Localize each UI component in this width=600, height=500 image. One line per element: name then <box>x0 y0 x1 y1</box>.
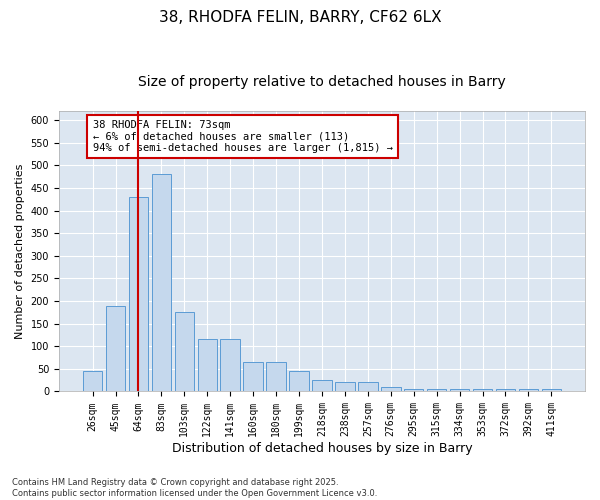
Bar <box>128 197 148 392</box>
Bar <box>450 389 469 392</box>
Text: Contains HM Land Registry data © Crown copyright and database right 2025.
Contai: Contains HM Land Registry data © Crown c… <box>12 478 377 498</box>
Bar <box>244 362 263 392</box>
Y-axis label: Number of detached properties: Number of detached properties <box>15 164 25 339</box>
Bar <box>289 371 309 392</box>
Bar <box>106 306 125 392</box>
Bar <box>427 389 446 392</box>
Title: Size of property relative to detached houses in Barry: Size of property relative to detached ho… <box>138 75 506 89</box>
Bar <box>496 389 515 392</box>
Bar <box>152 174 171 392</box>
Bar <box>473 389 492 392</box>
Bar <box>220 340 240 392</box>
Bar <box>175 312 194 392</box>
Bar <box>312 380 332 392</box>
Bar <box>197 340 217 392</box>
Bar <box>83 371 103 392</box>
Bar <box>335 382 355 392</box>
X-axis label: Distribution of detached houses by size in Barry: Distribution of detached houses by size … <box>172 442 472 455</box>
Bar <box>358 382 377 392</box>
Bar <box>266 362 286 392</box>
Bar <box>404 389 424 392</box>
Bar <box>381 387 401 392</box>
Text: 38, RHODFA FELIN, BARRY, CF62 6LX: 38, RHODFA FELIN, BARRY, CF62 6LX <box>158 10 442 25</box>
Text: 38 RHODFA FELIN: 73sqm
← 6% of detached houses are smaller (113)
94% of semi-det: 38 RHODFA FELIN: 73sqm ← 6% of detached … <box>92 120 392 153</box>
Bar <box>542 389 561 392</box>
Bar <box>518 389 538 392</box>
